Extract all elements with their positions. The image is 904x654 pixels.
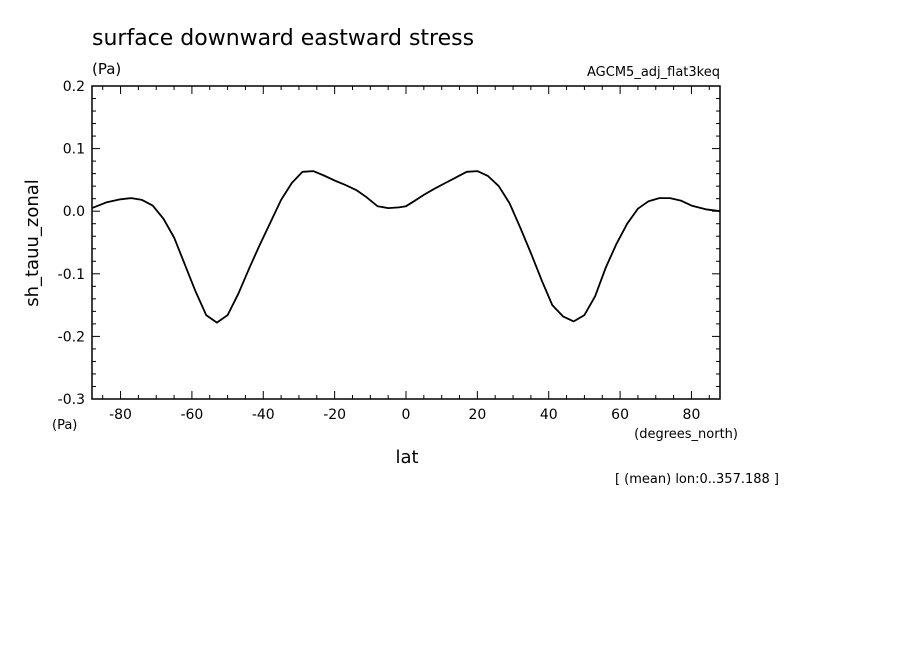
plot-frame	[91, 85, 721, 400]
x-tick-label: -60	[180, 407, 203, 423]
chart-title: surface downward eastward stress	[92, 26, 474, 51]
y-tick-label: 0.1	[63, 142, 85, 158]
y-axis-label: sh_tauu_zonal	[22, 179, 43, 307]
x-tick-label: 60	[611, 407, 629, 423]
y-axis-units: (Pa)	[52, 418, 77, 433]
averaging-note: [ (mean) lon:0..357.188 ]	[615, 472, 779, 487]
title-units: (Pa)	[92, 60, 121, 78]
x-tick-label: -20	[323, 407, 346, 423]
series-line	[91, 170, 721, 324]
x-tick-label: 80	[683, 407, 701, 423]
plot-area: -80 -60 -40 -20 0 20 40 60 80 0.2 0.1 0.0 -0.1 -0.2 -0…	[58, 79, 721, 423]
x-tick-label: 40	[540, 407, 558, 423]
x-tick-label: -80	[109, 407, 132, 423]
x-tick-label: 0	[402, 407, 411, 423]
x-tick-label: 20	[468, 407, 486, 423]
x-axis-label: lat	[395, 447, 418, 468]
y-tick-label: -0.2	[58, 329, 85, 345]
y-tick-label: -0.3	[58, 392, 85, 408]
y-tick-label: 0.0	[63, 204, 85, 220]
x-tick-label: -40	[252, 407, 275, 423]
x-axis-units: (degrees_north)	[634, 427, 738, 442]
y-tick-label: 0.2	[63, 79, 85, 95]
y-tick-label: -0.1	[58, 267, 85, 283]
dataset-label: AGCM5_adj_flat3keq	[587, 65, 720, 80]
